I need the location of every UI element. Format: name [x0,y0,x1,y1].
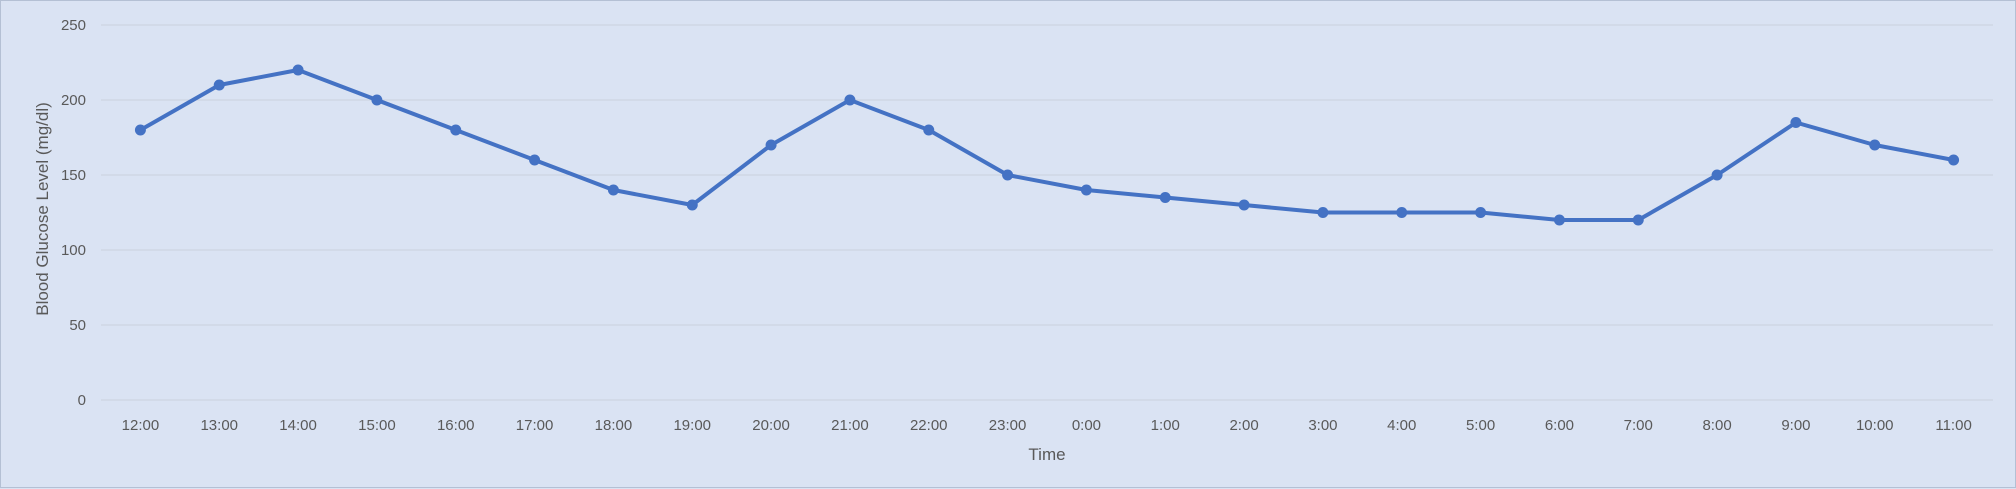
y-tick-label: 250 [61,17,86,34]
data-point [607,184,619,196]
data-point [371,94,383,106]
data-point [1238,199,1250,211]
x-tick-label: 11:00 [1935,417,1971,434]
data-point [1553,214,1565,226]
data-point [1869,139,1881,151]
x-tick-label: 13:00 [200,417,238,434]
data-point [213,79,225,91]
y-tick-label: 200 [61,92,86,109]
data-point [923,124,935,136]
x-tick-label: 20:00 [752,417,790,434]
x-axis-ticks: 12:00 13:00 14:00 15:00 16:00 17:00 18:00 19:00… [122,417,1972,434]
x-tick-label: 2:00 [1229,417,1258,434]
data-point [844,94,856,106]
x-tick-label: 17:00 [516,417,554,434]
series-line [139,68,1954,222]
x-tick-label: 21:00 [831,417,869,434]
data-point [1159,192,1171,203]
data-point [1790,117,1802,128]
y-tick-label: 150 [61,167,86,184]
x-tick-label: 8:00 [1702,417,1731,434]
y-axis-title: Blood Glucose Level (mg/dl) [33,102,52,316]
x-tick-label: 12:00 [122,417,160,434]
x-tick-label: 0:00 [1072,417,1101,434]
x-tick-label: 4:00 [1387,417,1416,434]
data-point [1080,184,1092,196]
x-tick-label: 1:00 [1151,417,1180,434]
data-point [450,124,462,136]
x-tick-label: 22:00 [910,417,948,434]
data-point [134,124,146,136]
x-tick-label: 3:00 [1308,417,1337,434]
gridlines [101,24,1993,401]
data-point [292,64,304,76]
data-point [686,199,698,211]
x-tick-label: 10:00 [1856,417,1894,434]
x-tick-label: 7:00 [1624,417,1653,434]
x-tick-label: 16:00 [437,417,475,434]
y-tick-label: 50 [69,317,86,334]
data-point [1317,207,1329,218]
data-point [1002,169,1014,181]
x-tick-label: 19:00 [673,417,711,434]
data-point [1632,214,1644,226]
data-point [1475,207,1487,218]
x-tick-label: 6:00 [1545,417,1574,434]
x-tick-label: 14:00 [279,417,317,434]
y-tick-label: 100 [61,242,86,259]
data-point [1948,154,1960,166]
x-axis-title: Time [1028,445,1065,464]
x-tick-label: 18:00 [595,417,633,434]
data-point [765,139,777,151]
x-tick-label: 23:00 [989,417,1027,434]
x-tick-label: 15:00 [358,417,396,434]
x-tick-label: 5:00 [1466,417,1495,434]
y-tick-label: 0 [78,392,86,409]
y-axis-ticks: 0 50 100 150 200 250 [61,17,86,409]
series-layer [134,64,1960,226]
data-point [1396,207,1408,218]
data-point [1711,169,1723,181]
data-point [529,154,541,166]
x-tick-label: 9:00 [1781,417,1810,434]
